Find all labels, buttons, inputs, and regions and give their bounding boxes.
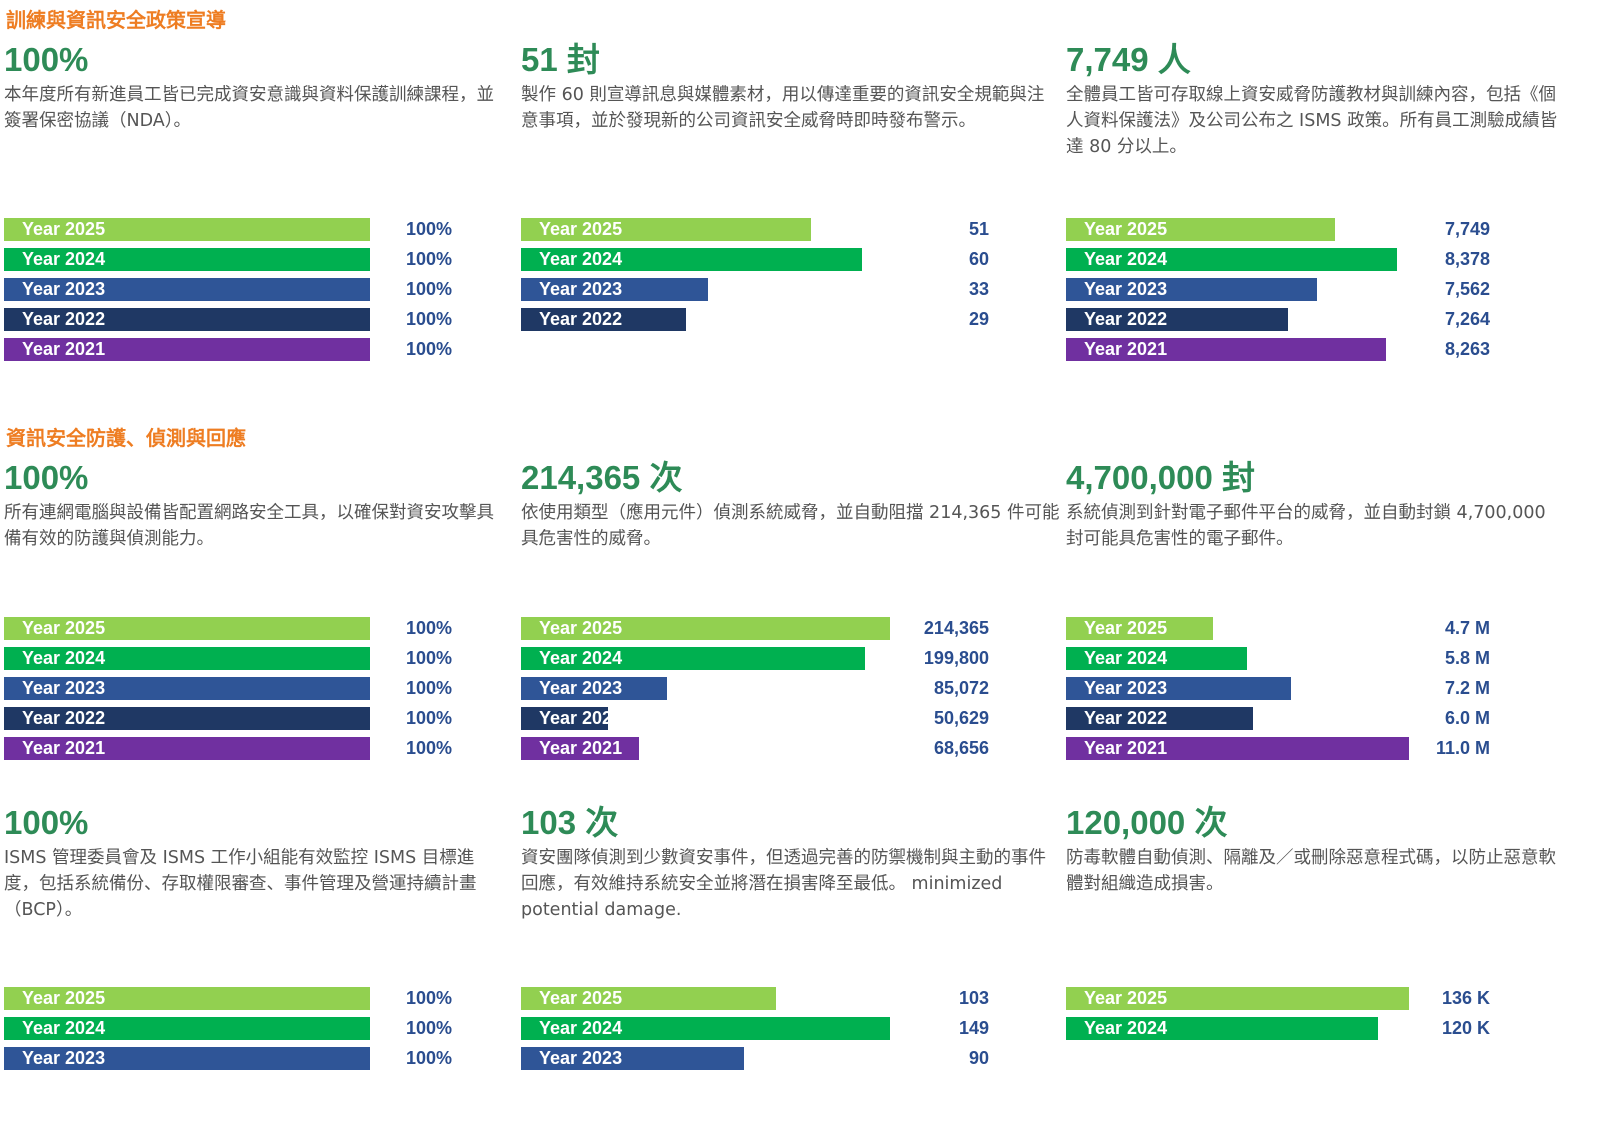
- bar-year-2023: Year 2023: [4, 677, 370, 700]
- bar-value-label: 8,378: [1444, 249, 1490, 269]
- bar-value-label: 8,263: [1444, 339, 1490, 359]
- bar-value-label: 100%: [405, 219, 452, 239]
- metric-description: 全體員工皆可存取線上資安威脅防護教材與訓練內容，包括《個人資料保護法》及公司公布…: [1066, 85, 1558, 157]
- bar-value-label: 100%: [405, 648, 452, 668]
- bar-year-2022: Year 2022: [4, 308, 370, 331]
- metric-headline: 120,000 次: [1066, 804, 1228, 841]
- bar-value-label: 100%: [405, 1018, 452, 1038]
- bar-year-2025: Year 2025: [1066, 987, 1409, 1010]
- bar-value-label: 33: [968, 279, 989, 299]
- bar-value-label: 100%: [405, 339, 452, 359]
- metric-headline: 4,700,000 封: [1066, 459, 1255, 496]
- bar-value-label: 68,656: [933, 738, 989, 758]
- metric-headline: 103 次: [521, 804, 619, 841]
- bar-year-2021: Year 2021: [1066, 338, 1386, 361]
- bar-value-label: 4.7 M: [1444, 618, 1490, 638]
- bar-year-2023: Year 2023: [1066, 677, 1291, 700]
- metric-description: 資安團隊偵測到少數資安事件，但透過完善的防禦機制與主動的事件回應，有效維持系統安…: [521, 848, 1046, 920]
- metric-headline: 51 封: [521, 41, 600, 78]
- bar-value-label: 51: [968, 219, 989, 239]
- bar-year-2021: Year 2021: [4, 338, 370, 361]
- bar-year-2023: Year 2023: [521, 1047, 744, 1070]
- bar-value-label: 100%: [405, 249, 452, 269]
- bar-year-2021: Year 2021: [4, 737, 370, 760]
- bar-value-label: 100%: [405, 708, 452, 728]
- metric-headline: 214,365 次: [521, 459, 683, 496]
- bar-year-2022: Year 2022: [1066, 707, 1254, 730]
- metric-description: 系統偵測到針對電子郵件平台的威脅，並自動封鎖 4,700,000 封可能具危害性…: [1066, 503, 1546, 549]
- bar-year-2024: Year 2024: [521, 248, 862, 271]
- bar-year-2022: Year 2022: [521, 308, 686, 331]
- bar-value-label: 103: [958, 988, 989, 1008]
- bar-value-label: 5.8 M: [1444, 648, 1490, 668]
- bar-year-2024: Year 2024: [1066, 647, 1247, 670]
- bar-year-2021: Year 2021: [521, 737, 640, 760]
- bar-year-2025: Year 2025: [1066, 218, 1336, 241]
- bar-value-label: 7.2 M: [1444, 678, 1490, 698]
- bar-year-2025: Year 2025: [521, 617, 890, 640]
- metric-headline: 100%: [4, 41, 89, 78]
- bar-value-label: 100%: [405, 279, 452, 299]
- bar-year-2024: Year 2024: [4, 248, 370, 271]
- metric-headline: 100%: [4, 804, 89, 841]
- bar-year-2025: Year 2025: [4, 987, 370, 1010]
- metric-description: 本年度所有新進員工皆已完成資安意識與資料保護訓練課程，並簽署保密協議（NDA）。: [4, 85, 494, 131]
- bar-year-2025: Year 2025: [4, 218, 370, 241]
- bar-value-label: 60: [968, 249, 989, 269]
- bar-year-2021: Year 2021: [1066, 737, 1409, 760]
- bar-value-label: 50,629: [933, 708, 989, 728]
- bar-year-2024: Year 2024: [521, 647, 865, 670]
- bar-value-label: 85,072: [933, 678, 989, 698]
- metric-description: 依使用類型（應用元件）偵測系統威脅，並自動阻擋 214,365 件可能具危害性的…: [521, 503, 1060, 549]
- bar-value-label: 11.0 M: [1435, 738, 1490, 758]
- bar-value-label: 199,800: [923, 648, 989, 668]
- bar-year-2023: Year 2023: [4, 1047, 370, 1070]
- bar-value-label: 90: [968, 1048, 989, 1068]
- bar-value-label: 100%: [405, 1048, 452, 1068]
- metric-headline: 7,749 人: [1066, 41, 1191, 78]
- bar-year-2023: Year 2023: [4, 278, 370, 301]
- bar-year-2025: Year 2025: [521, 987, 777, 1010]
- metric-headline: 100%: [4, 459, 89, 496]
- bar-year-2024: Year 2024: [521, 1017, 890, 1040]
- bar-year-2024: Year 2024: [1066, 1017, 1378, 1040]
- metric-description: ISMS 管理委員會及 ISMS 工作小組能有效監控 ISMS 目標進度，包括系…: [4, 848, 477, 920]
- bar-year-2023: Year 2023: [1066, 278, 1318, 301]
- bar-year-2023: Year 2023: [521, 677, 668, 700]
- bar-value-label: 100%: [405, 738, 452, 758]
- bar-value-label: 7,749: [1444, 219, 1490, 239]
- bar-value-label: 149: [958, 1018, 989, 1038]
- bar-year-2022: Year 2022: [521, 707, 622, 730]
- bar-year-2022: Year 2022: [1066, 308, 1288, 331]
- bar-year-2023: Year 2023: [521, 278, 709, 301]
- bar-value-label: 120 K: [1441, 1018, 1490, 1038]
- metric-description: 防毒軟體自動偵測、隔離及／或刪除惡意程式碼，以防止惡意軟體對組織造成損害。: [1066, 848, 1556, 894]
- bar-value-label: 6.0 M: [1444, 708, 1490, 728]
- bar-year-2025: Year 2025: [521, 218, 811, 241]
- bar-year-2024: Year 2024: [4, 1017, 370, 1040]
- bar-value-label: 214,365: [923, 618, 989, 638]
- bar-year-2022: Year 2022: [4, 707, 370, 730]
- bar-value-label: 100%: [405, 678, 452, 698]
- bar-value-label: 7,264: [1444, 309, 1490, 329]
- section-title-defense: 資訊安全防護、偵測與回應: [6, 426, 246, 450]
- bar-value-label: 136 K: [1441, 988, 1490, 1008]
- bar-value-label: 100%: [405, 618, 452, 638]
- bar-year-2024: Year 2024: [1066, 248, 1398, 271]
- section-title-training: 訓練與資訊安全政策宣導: [6, 8, 226, 32]
- bar-value-label: 7,562: [1444, 279, 1490, 299]
- bar-year-2025: Year 2025: [1066, 617, 1213, 640]
- bar-value-label: 100%: [405, 309, 452, 329]
- bar-year-2024: Year 2024: [4, 647, 370, 670]
- bar-value-label: 100%: [405, 988, 452, 1008]
- bar-value-label: 29: [968, 309, 989, 329]
- bar-year-2025: Year 2025: [4, 617, 370, 640]
- metric-description: 所有連網電腦與設備皆配置網路安全工具，以確保對資安攻擊具備有效的防護與偵測能力。: [4, 503, 494, 549]
- metric-description: 製作 60 則宣導訊息與媒體素材，用以傳達重要的資訊安全規範與注意事項，並於發現…: [521, 85, 1045, 131]
